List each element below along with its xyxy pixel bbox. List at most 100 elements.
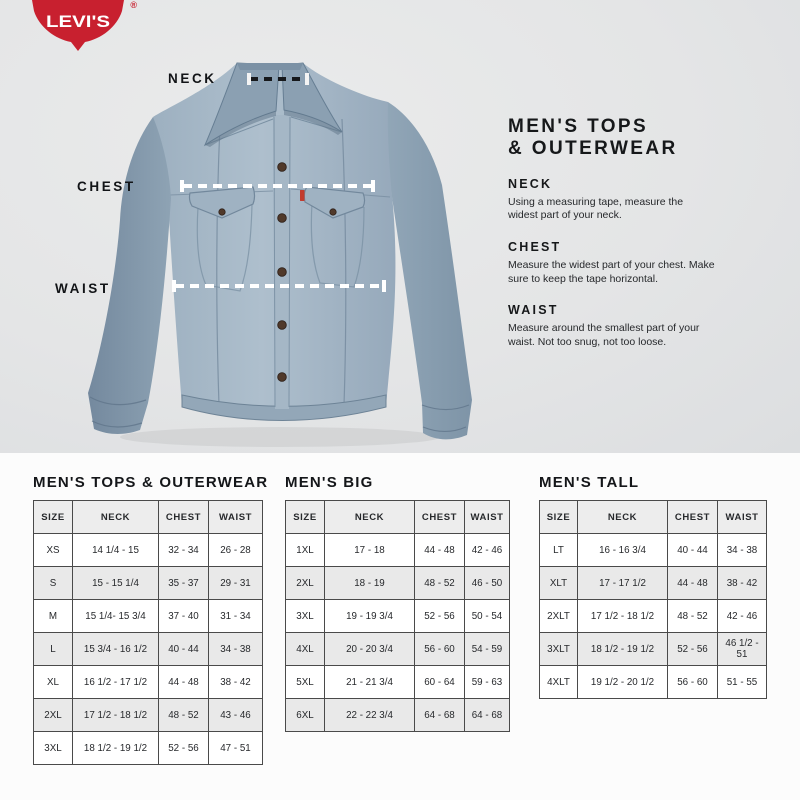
size-table-tall: SIZE NECK CHEST WAIST LT 16 - 16 3/4 40 - 44 34… bbox=[539, 500, 767, 699]
pocket-flap-right bbox=[303, 186, 366, 219]
size-cell: 35 - 37 bbox=[158, 566, 209, 600]
size-cell: 48 - 52 bbox=[414, 566, 465, 600]
column-header: SIZE bbox=[33, 500, 73, 534]
jacket-illustration bbox=[88, 62, 472, 447]
size-cell: 48 - 52 bbox=[667, 599, 718, 633]
size-cell: 16 1/2 - 17 1/2 bbox=[72, 665, 159, 699]
size-cell: 3XL bbox=[33, 731, 73, 765]
column-header: CHEST bbox=[667, 500, 718, 534]
button-placket bbox=[273, 115, 291, 409]
guide-title-line2: & OUTERWEAR bbox=[508, 137, 678, 159]
red-tab-icon bbox=[300, 190, 305, 201]
size-cell: 44 - 48 bbox=[667, 566, 718, 600]
size-cell: 40 - 44 bbox=[667, 533, 718, 567]
size-cell: 2XL bbox=[285, 566, 325, 600]
header-row: SIZE NECK CHEST WAIST bbox=[33, 500, 263, 534]
size-cell: 60 - 64 bbox=[414, 665, 465, 699]
column-header: NECK bbox=[72, 500, 159, 534]
size-cell: 17 - 17 1/2 bbox=[577, 566, 668, 600]
size-cell: 5XL bbox=[285, 665, 325, 699]
size-cell: 3XLT bbox=[539, 632, 578, 666]
registered-mark: ® bbox=[130, 0, 137, 10]
size-row: 1XL 17 - 18 44 - 48 42 - 46 bbox=[285, 533, 510, 567]
size-cell: 43 - 46 bbox=[208, 698, 263, 732]
size-cell: 14 1/4 - 15 bbox=[72, 533, 159, 567]
placket-buttons bbox=[277, 162, 287, 382]
size-cell: 17 1/2 - 18 1/2 bbox=[577, 599, 668, 633]
size-row: XLT 17 - 17 1/2 44 - 48 38 - 42 bbox=[539, 566, 767, 600]
size-cell: 64 - 68 bbox=[414, 698, 465, 732]
column-header: CHEST bbox=[158, 500, 209, 534]
size-cell: 20 - 20 3/4 bbox=[324, 632, 415, 666]
column-header: SIZE bbox=[539, 500, 578, 534]
size-cell: 29 - 31 bbox=[208, 566, 263, 600]
size-cell: XLT bbox=[539, 566, 578, 600]
size-cell: 6XL bbox=[285, 698, 325, 732]
guide-neck-heading: NECK bbox=[508, 176, 553, 191]
placket-seams bbox=[273, 116, 291, 408]
size-cell: 17 - 18 bbox=[324, 533, 415, 567]
size-cell: 56 - 60 bbox=[414, 632, 465, 666]
guide-section-neck: NECK Using a measuring tape, measure the… bbox=[508, 177, 764, 223]
size-table-big: SIZE NECK CHEST WAIST 1XL 17 - 18 44 - 48 42 - … bbox=[285, 500, 510, 732]
guide-chest-text: Measure the widest part of your chest. M… bbox=[508, 258, 715, 285]
column-header: WAIST bbox=[717, 500, 767, 534]
column-header: NECK bbox=[577, 500, 668, 534]
size-cell: 16 - 16 3/4 bbox=[577, 533, 668, 567]
column-header: NECK bbox=[324, 500, 415, 534]
size-cell: 44 - 48 bbox=[158, 665, 209, 699]
size-row: XL 16 1/2 - 17 1/2 44 - 48 38 - 42 bbox=[33, 665, 263, 699]
size-table-tops-outerwear: SIZE NECK CHEST WAIST XS 14 1/4 - 15 32 - 34 26… bbox=[33, 500, 263, 765]
size-cell: 64 - 68 bbox=[464, 698, 510, 732]
chest-label: CHEST bbox=[77, 179, 136, 194]
table-block-tall: MEN'S TALL SIZE NECK CHEST WAIST LT 16 - 16 3… bbox=[539, 474, 767, 699]
panel-seam-left bbox=[216, 124, 221, 406]
size-row: 4XLT 19 1/2 - 20 1/2 56 - 60 51 - 55 bbox=[539, 665, 767, 699]
table-block-big: MEN'S BIG SIZE NECK CHEST WAIST 1XL 17 - 18 44… bbox=[285, 474, 510, 732]
size-cell: 26 - 28 bbox=[208, 533, 263, 567]
size-row: 2XL 17 1/2 - 18 1/2 48 - 52 43 - 46 bbox=[33, 698, 263, 732]
size-cell: 52 - 56 bbox=[667, 632, 718, 666]
guide-neck-text: Using a measuring tape, measure the wide… bbox=[508, 195, 684, 222]
size-cell: 18 1/2 - 19 1/2 bbox=[72, 731, 159, 765]
size-cell: 59 - 63 bbox=[464, 665, 510, 699]
size-cell: M bbox=[33, 599, 73, 633]
size-cell: 18 - 19 bbox=[324, 566, 415, 600]
size-cell: 4XL bbox=[285, 632, 325, 666]
table-title: MEN'S BIG bbox=[285, 474, 374, 491]
chest-measure-line bbox=[180, 180, 375, 192]
collar-band bbox=[237, 63, 303, 70]
size-cell: 52 - 56 bbox=[158, 731, 209, 765]
size-row: 2XLT 17 1/2 - 18 1/2 48 - 52 42 - 46 bbox=[539, 599, 767, 633]
waist-label: WAIST bbox=[55, 281, 111, 296]
size-cell: 46 - 50 bbox=[464, 566, 510, 600]
header-row: SIZE NECK CHEST WAIST bbox=[285, 500, 510, 534]
size-cell: 54 - 59 bbox=[464, 632, 510, 666]
size-cell: 38 - 42 bbox=[208, 665, 263, 699]
size-cell: 3XL bbox=[285, 599, 325, 633]
size-cell: 1XL bbox=[285, 533, 325, 567]
cuff-left bbox=[89, 396, 147, 428]
size-cell: 19 - 19 3/4 bbox=[324, 599, 415, 633]
size-cell: 15 - 15 1/4 bbox=[72, 566, 159, 600]
size-cell: 47 - 51 bbox=[208, 731, 263, 765]
size-cell: 38 - 42 bbox=[717, 566, 767, 600]
column-header: SIZE bbox=[285, 500, 325, 534]
header-row: SIZE NECK CHEST WAIST bbox=[539, 500, 767, 534]
size-cell: XL bbox=[33, 665, 73, 699]
size-row: M 15 1/4- 15 3/4 37 - 40 31 - 34 bbox=[33, 599, 263, 633]
size-cell: 34 - 38 bbox=[208, 632, 263, 666]
size-cell: 2XLT bbox=[539, 599, 578, 633]
batwing-icon: LEVI'S bbox=[32, 0, 124, 51]
pocket-flap-left bbox=[188, 186, 256, 219]
size-cell: LT bbox=[539, 533, 578, 567]
size-cell: S bbox=[33, 566, 73, 600]
size-cell: L bbox=[33, 632, 73, 666]
column-header: CHEST bbox=[414, 500, 465, 534]
size-cell: 22 - 22 3/4 bbox=[324, 698, 415, 732]
size-cell: 51 - 55 bbox=[717, 665, 767, 699]
guide-section-chest: CHEST Measure the widest part of your ch… bbox=[508, 240, 764, 286]
neck-measure-line bbox=[247, 73, 309, 85]
hero-section: LEVI'S ® bbox=[0, 0, 800, 453]
